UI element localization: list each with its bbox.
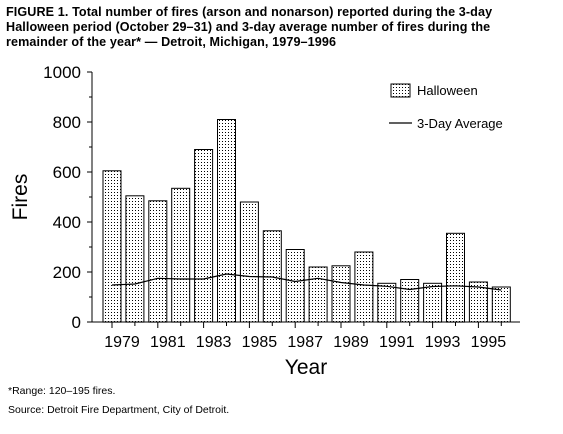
average-line: [111, 273, 502, 291]
x-axis-title: Year: [285, 356, 327, 379]
bar-1979: [102, 170, 122, 323]
bar-1990: [354, 251, 374, 323]
bar-1994: [446, 232, 465, 323]
x-tick-label: 1983: [196, 334, 232, 351]
footnote: *Range: 120–195 fires.: [8, 385, 116, 397]
x-tick-label: 1993: [425, 334, 461, 351]
source-note: Source: Detroit Fire Department, City of…: [8, 404, 230, 416]
bar-1983: [194, 149, 214, 323]
bar-1984: [217, 119, 236, 323]
x-tick-label: 1991: [379, 334, 415, 351]
legend-swatch-halloween: [390, 83, 411, 98]
legend-label-halloween: Halloween: [417, 83, 478, 98]
figure-title: FIGURE 1. Total number of fires (arson a…: [6, 5, 493, 49]
x-tick-label: 1989: [333, 334, 369, 351]
bar-1985: [239, 201, 259, 323]
y-tick-label: 800: [53, 113, 81, 132]
y-axis-title: Fires: [9, 174, 32, 221]
bar-1989: [331, 265, 351, 323]
bar-1987: [285, 249, 305, 323]
bar-1982: [171, 187, 191, 323]
y-tick-label: 0: [72, 313, 81, 332]
bar-1992: [400, 279, 420, 323]
x-tick-label: 1987: [287, 334, 323, 351]
x-tick-label: 1979: [104, 334, 140, 351]
bar-1996: [491, 286, 511, 323]
bar-1991: [377, 282, 397, 323]
bar-1988: [308, 266, 328, 323]
x-tick-label: 1981: [150, 334, 186, 351]
bar-1993: [423, 282, 443, 323]
x-tick-label: 1985: [242, 334, 278, 351]
y-tick-label: 400: [53, 213, 81, 232]
y-tick-label: 600: [53, 163, 81, 182]
bar-1981: [148, 200, 168, 323]
legend-label-average: 3-Day Average: [417, 116, 503, 131]
y-tick-label: 200: [53, 263, 81, 282]
y-tick-label: 1000: [43, 63, 81, 82]
bar-1980: [125, 195, 145, 323]
x-tick-label: 1995: [471, 334, 507, 351]
